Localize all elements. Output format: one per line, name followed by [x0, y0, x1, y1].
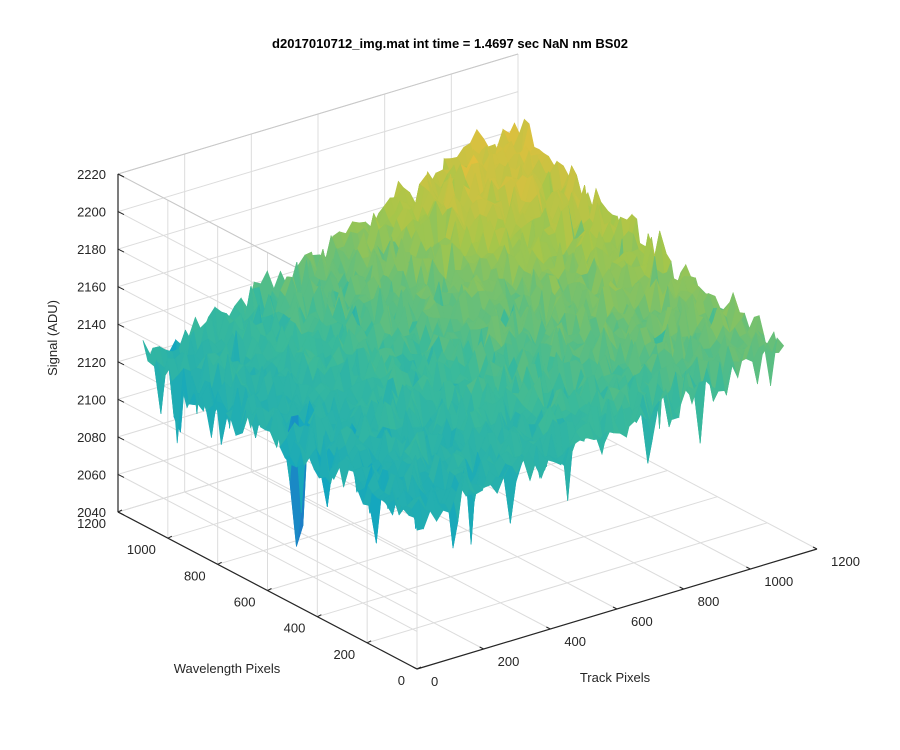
z-tick-label: 2120: [77, 355, 106, 370]
x-axis-label: Track Pixels: [580, 670, 651, 685]
z-tick-label: 2180: [77, 242, 106, 257]
y-tick-mark: [117, 509, 123, 513]
surface-cell: [411, 498, 424, 531]
grid-line: [367, 522, 768, 644]
z-tick-label: 2100: [77, 392, 106, 407]
z-tick-label: 2220: [77, 167, 106, 182]
box-edge: [117, 53, 519, 175]
x-tick-mark: [546, 626, 551, 630]
x-tick-label: 200: [498, 654, 520, 669]
x-tick-label: 0: [431, 674, 438, 689]
z-tick-mark: [117, 436, 125, 441]
x-tick-mark: [412, 666, 418, 670]
y-tick-mark: [217, 561, 222, 565]
z-tick-mark: [117, 211, 125, 216]
y-tick-mark: [167, 535, 173, 539]
z-tick-label: 2140: [77, 317, 106, 332]
y-tick-mark: [317, 614, 322, 618]
y-tick-label: 600: [234, 595, 256, 610]
x-tick-label: 600: [631, 614, 653, 629]
z-tick-mark: [117, 398, 125, 403]
x-tick-mark: [812, 546, 818, 550]
y-tick-label: 200: [333, 647, 355, 662]
z-tick-label: 2040: [77, 505, 106, 520]
z-tick-label: 2160: [77, 280, 106, 295]
y-tick-label: 800: [184, 568, 206, 583]
z-tick-mark: [117, 248, 125, 253]
grid-line: [317, 496, 718, 618]
z-tick-mark: [117, 286, 125, 291]
z-tick-mark: [117, 473, 125, 478]
y-axis-label: Wavelength Pixels: [174, 661, 281, 676]
z-tick-mark: [117, 361, 125, 366]
x-tick-mark: [679, 586, 684, 590]
y-tick-mark: [267, 588, 272, 591]
surface-mesh: [142, 118, 785, 549]
x-tick-mark: [746, 566, 751, 570]
z-tick-mark: [117, 511, 125, 516]
x-tick-label: 800: [698, 594, 720, 609]
y-tick-label: 0: [398, 673, 405, 688]
z-axis-label: Signal (ADU): [45, 300, 60, 376]
x-tick-mark: [479, 646, 484, 650]
z-tick-mark: [117, 323, 125, 328]
y-tick-label: 1000: [127, 542, 156, 557]
z-tick-label: 2080: [77, 430, 106, 445]
y-tick-label: 1200: [77, 516, 106, 531]
z-tick-mark: [117, 173, 125, 178]
y-tick-mark: [416, 666, 422, 670]
z-tick-label: 2060: [77, 467, 106, 482]
axis-ticks: 0 200 400 600 800 1000 1200 0 200 400 600 800 1000 12…: [77, 167, 860, 689]
grid-line: [267, 470, 668, 591]
x-tick-label: 1200: [831, 554, 860, 569]
x-tick-label: 400: [564, 634, 586, 649]
z-tick-label: 2200: [77, 205, 106, 220]
y-tick-mark: [366, 640, 372, 644]
y-tick-label: 400: [284, 621, 306, 636]
x-tick-label: 1000: [764, 574, 793, 589]
chart-title: d2017010712_img.mat int time = 1.4697 se…: [272, 36, 628, 51]
x-tick-mark: [612, 606, 618, 610]
